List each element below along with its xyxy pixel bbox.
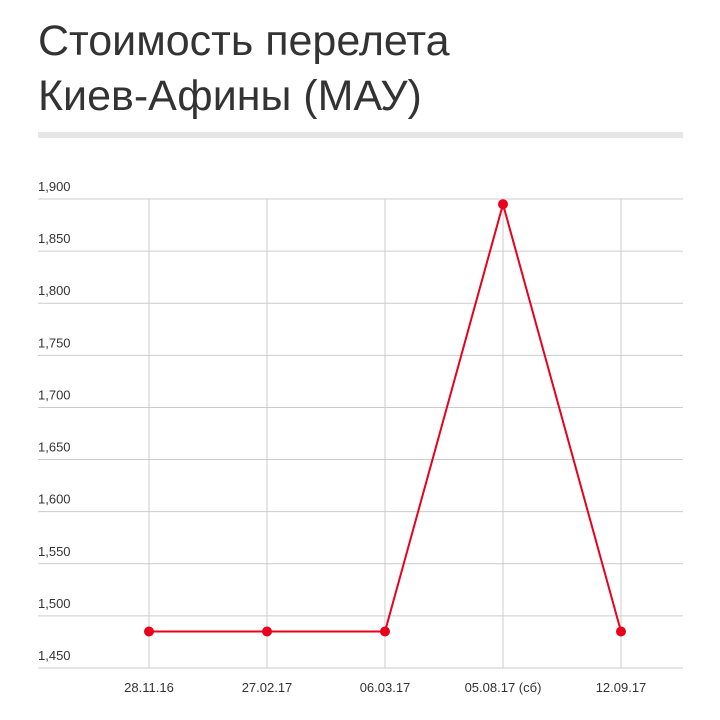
y-tick-label: 1,500 [38,596,71,611]
x-tick-label: 12.09.17 [596,680,647,695]
y-tick-label: 1,900 [38,179,71,194]
point [380,626,390,637]
chart-title: Стоимость перелета Киев-Афины (МАУ) [38,17,450,120]
y-tick-label: 1,850 [38,231,71,246]
x-tick-label: 27.02.17 [242,680,293,695]
y-tick-label: 1,800 [38,283,71,298]
y-tick-label: 1,750 [38,335,71,350]
y-tick-label: 1,600 [38,492,71,507]
y-tick-label: 1,700 [38,387,71,402]
point [498,199,508,210]
point [262,626,272,637]
title-rule [38,132,683,138]
y-tick-label: 1,550 [38,544,71,559]
point [616,626,626,637]
point [144,626,154,637]
x-tick-label: 28.11.16 [124,680,174,695]
x-tick-label: 05.08.17 (сб) [465,680,542,695]
x-tick-label: 06.03.17 [360,680,411,695]
y-tick-label: 1,650 [38,440,71,455]
y-tick-label: 1,450 [38,648,71,663]
